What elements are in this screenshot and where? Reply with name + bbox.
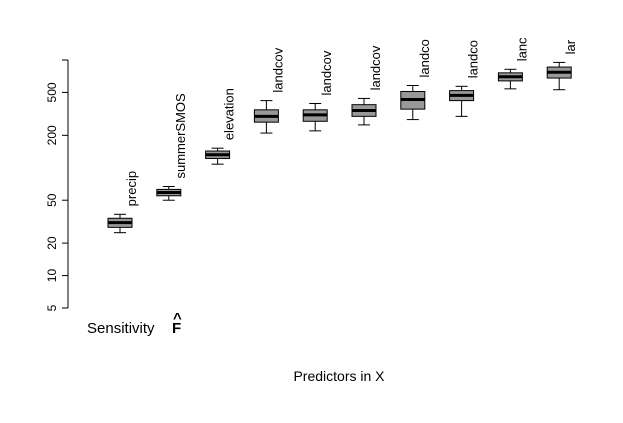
box-1 (107, 213, 133, 234)
box-6 (351, 97, 377, 126)
box-7 (400, 84, 426, 121)
y-tick-label: 500 (45, 82, 59, 102)
category-label: landcov (368, 45, 383, 90)
box-2 (156, 186, 182, 201)
y-tick-label: 50 (45, 193, 59, 207)
sensitivity-symbol: F (172, 320, 181, 337)
category-label: landcov (270, 47, 285, 92)
box-8 (449, 85, 475, 117)
box-3 (205, 147, 231, 165)
category-label: precip (124, 171, 139, 206)
category-label: landco (466, 40, 481, 78)
y-axis: 5 10 20 50 200 500 (45, 59, 69, 311)
sensitivity-label: Sensitivity (87, 320, 155, 337)
category-label: elevation (222, 88, 237, 140)
category-label: lanc (514, 37, 529, 61)
x-axis-title: Predictors in X (293, 368, 385, 384)
y-tick-label: 5 (45, 304, 59, 311)
category-label: lar (563, 39, 578, 54)
y-tick-label: 20 (45, 236, 59, 250)
boxes-group (107, 61, 572, 234)
category-label: landco (417, 39, 432, 77)
category-label: landcov (319, 50, 334, 95)
category-labels-group: precip summerSMOS elevation landcov landcov l… (124, 37, 578, 206)
y-tick-label: 200 (45, 125, 59, 145)
category-label: summerSMOS (173, 93, 188, 179)
box-9 (497, 68, 523, 90)
y-tick-label: 10 (45, 269, 59, 283)
box-4 (253, 100, 279, 134)
box-5 (302, 102, 328, 132)
box-10 (546, 61, 572, 91)
sensitivity-hat: ^ (173, 310, 182, 327)
